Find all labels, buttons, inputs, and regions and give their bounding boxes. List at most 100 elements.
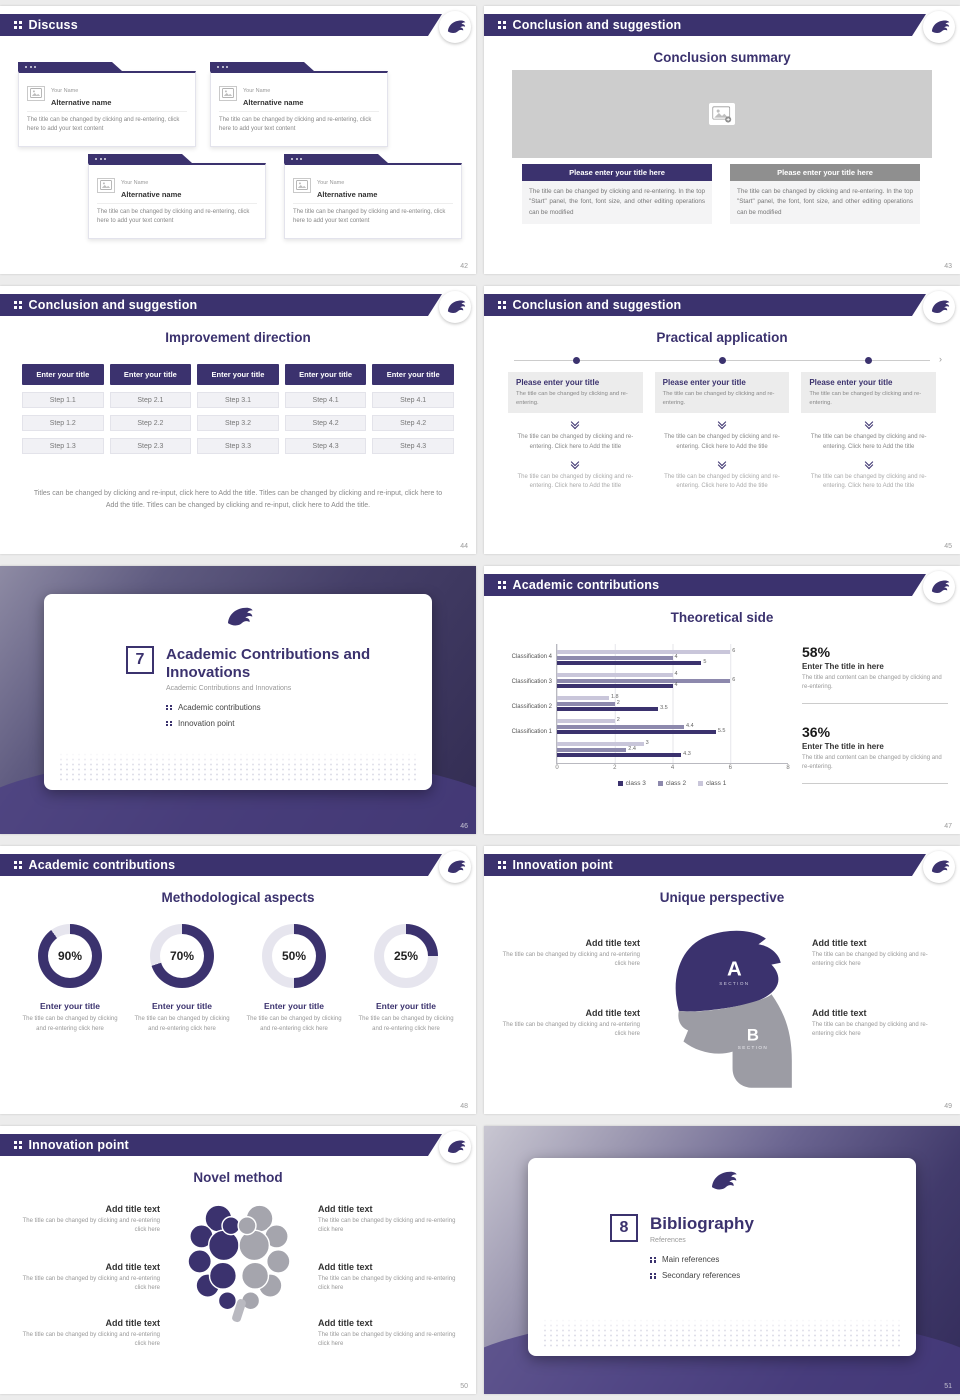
chevron-down-icon	[570, 418, 580, 430]
timeline-dot	[865, 357, 872, 364]
slide-header: Discuss	[0, 11, 476, 44]
add-title-block[interactable]: Add title text The title can be changed …	[318, 1262, 466, 1294]
section-title: Academic Contributions and Innovations	[166, 646, 371, 681]
card-name-label: Your Name	[121, 180, 149, 186]
step-cell[interactable]: Step 3.1	[197, 392, 279, 408]
image-icon	[27, 85, 45, 101]
add-title-block[interactable]: Add title text The title can be changed …	[812, 938, 946, 970]
add-title-desc: The title can be changed by clicking and…	[22, 1276, 160, 1292]
column-title-button[interactable]: Enter your title	[284, 364, 367, 385]
add-title-text[interactable]: Add title text	[585, 1008, 640, 1018]
column-title-button[interactable]: Enter your title	[109, 364, 192, 385]
column-title-button[interactable]: Enter your title	[197, 364, 279, 385]
section-subtitle: Academic Contributions and Innovations	[166, 685, 292, 692]
step-cell[interactable]: Step 1.3	[22, 438, 104, 454]
add-title-text[interactable]: Add title text	[318, 1204, 373, 1214]
step-cell[interactable]: Step 2.2	[109, 415, 192, 431]
chevron-down-icon	[570, 457, 580, 469]
donut-percent: 50%	[281, 949, 307, 963]
add-title-desc: The title can be changed by clicking and…	[318, 1218, 456, 1234]
eagle-logo-icon	[931, 20, 950, 34]
section-subtitle: References	[650, 1237, 686, 1245]
dotted-wave-decoration	[542, 1318, 902, 1348]
add-title-block[interactable]: Add title text The title can be changed …	[500, 1008, 640, 1040]
add-title-block[interactable]: Add title text The title can be changed …	[10, 1204, 160, 1236]
step-cell[interactable]: Step 1.1	[22, 392, 104, 408]
timeline-dot	[719, 357, 726, 364]
donut-chart: 70%	[150, 924, 214, 988]
column-title-button[interactable]: Enter your title	[22, 364, 104, 385]
step-cell[interactable]: Step 4.1	[284, 392, 367, 408]
discuss-card[interactable]: Your Name Alternative name The title can…	[88, 154, 266, 239]
add-title-text[interactable]: Add title text	[812, 938, 867, 948]
step-cell[interactable]: Step 4.1	[372, 392, 454, 408]
footer-note: Titles can be changed by clicking and re…	[33, 490, 443, 510]
step-cell[interactable]: Step 3.2	[197, 415, 279, 431]
card-tab	[210, 62, 314, 71]
slide-discuss: Discuss Your Name Alternative name The t…	[0, 6, 476, 274]
donut-title[interactable]: Enter your title	[40, 1001, 100, 1011]
title-box[interactable]: Please enter your title The title can be…	[508, 372, 643, 414]
add-title-text[interactable]: Add title text	[105, 1204, 160, 1214]
title-box[interactable]: Please enter your title The title can be…	[801, 372, 937, 414]
header-bullet-icon	[14, 861, 22, 869]
page-number: 42	[460, 263, 468, 270]
discuss-card[interactable]: Your Name Alternative name The title can…	[18, 62, 196, 147]
section-item: Innovation point	[166, 719, 396, 728]
add-title-block[interactable]: Add title text The title can be changed …	[318, 1318, 466, 1350]
eagle-logo-icon	[931, 300, 950, 314]
discuss-card[interactable]: Your Name Alternative name The title can…	[284, 154, 462, 239]
stat-title[interactable]: Enter The title in here	[802, 662, 884, 671]
header-bullet-icon	[498, 581, 506, 589]
add-title-block[interactable]: Add title text The title can be changed …	[812, 1008, 946, 1040]
slide-header: Innovation point	[0, 1131, 476, 1164]
add-title-desc: The title can be changed by clicking and…	[22, 1218, 160, 1234]
add-title-block[interactable]: Add title text The title can be changed …	[318, 1204, 466, 1236]
image-icon	[97, 177, 115, 193]
add-title-text[interactable]: Add title text	[585, 938, 640, 948]
header-bar: Discuss	[0, 14, 442, 36]
step-cell[interactable]: Step 1.2	[22, 415, 104, 431]
column-title-button[interactable]: Enter your title	[372, 364, 454, 385]
add-title-text[interactable]: Add title text	[105, 1318, 160, 1328]
donut-title[interactable]: Enter your title	[376, 1001, 436, 1011]
logo-badge	[439, 1131, 471, 1163]
step-cell[interactable]: Step 2.1	[109, 392, 192, 408]
add-title-text[interactable]: Add title text	[318, 1262, 373, 1272]
stat-title[interactable]: Enter The title in here	[802, 742, 884, 751]
add-title-text[interactable]: Add title text	[812, 1008, 867, 1018]
donut-title[interactable]: Enter your title	[152, 1001, 212, 1011]
summary-desc-left: The title can be changed by clicking and…	[522, 181, 712, 225]
slide-improvement-direction: Conclusion and suggestion Improvement di…	[0, 286, 476, 554]
slide-title: Conclusion summary	[653, 50, 791, 65]
title-box-label: Please enter your title	[809, 378, 893, 387]
donut-percent: 90%	[57, 949, 83, 963]
add-title-block[interactable]: Add title text The title can be changed …	[10, 1318, 160, 1350]
slide-conclusion-summary: Conclusion and suggestion Conclusion sum…	[484, 6, 960, 274]
image-placeholder[interactable]	[512, 70, 932, 158]
stat-block: 36% Enter The title in here The title an…	[802, 724, 948, 784]
title-box[interactable]: Please enter your title The title can be…	[654, 372, 790, 414]
discuss-card[interactable]: Your Name Alternative name The title can…	[210, 62, 388, 147]
add-title-desc: The title can be changed by clicking and…	[318, 1276, 456, 1292]
header-bar: Conclusion and suggestion	[0, 294, 442, 316]
title-button-left[interactable]: Please enter your title here	[522, 164, 712, 181]
step-cell[interactable]: Step 4.3	[372, 438, 454, 454]
card-name-label: Your Name	[51, 88, 79, 94]
add-title-block[interactable]: Add title text The title can be changed …	[10, 1262, 160, 1294]
add-title-text[interactable]: Add title text	[318, 1318, 373, 1328]
title-button-right[interactable]: Please enter your title here	[730, 164, 920, 181]
donut-title[interactable]: Enter your title	[264, 1001, 324, 1011]
add-title-text[interactable]: Add title text	[105, 1262, 160, 1272]
step-cell[interactable]: Step 4.2	[284, 415, 367, 431]
practical-column: Please enter your title The title can be…	[654, 372, 790, 492]
page-number: 48	[460, 1103, 468, 1110]
step-cell[interactable]: Step 4.2	[372, 415, 454, 431]
step-cell[interactable]: Step 3.3	[197, 438, 279, 454]
section-item: Academic contributions	[166, 703, 396, 712]
step-cell[interactable]: Step 2.3	[109, 438, 192, 454]
add-title-block[interactable]: Add title text The title can be changed …	[500, 938, 640, 970]
step-cell[interactable]: Step 4.3	[284, 438, 367, 454]
